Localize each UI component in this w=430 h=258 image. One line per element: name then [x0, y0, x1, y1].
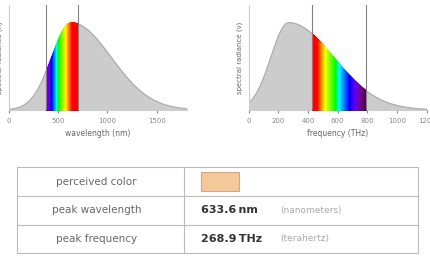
Bar: [200, 172, 238, 191]
Text: 268.9 THz: 268.9 THz: [200, 234, 261, 244]
X-axis label: wavelength (nm): wavelength (nm): [65, 129, 130, 138]
Text: peak wavelength: peak wavelength: [52, 205, 141, 215]
Text: (terahertz): (terahertz): [280, 234, 329, 243]
Y-axis label: spectral radiance (λ): spectral radiance (λ): [0, 21, 3, 94]
Text: (nanometers): (nanometers): [280, 206, 341, 215]
Text: 633.6 nm: 633.6 nm: [200, 205, 257, 215]
Text: perceived color: perceived color: [56, 177, 136, 187]
Text: peak frequency: peak frequency: [56, 234, 137, 244]
Y-axis label: spectral radiance (ν): spectral radiance (ν): [236, 21, 243, 94]
X-axis label: frequency (THz): frequency (THz): [307, 129, 368, 138]
